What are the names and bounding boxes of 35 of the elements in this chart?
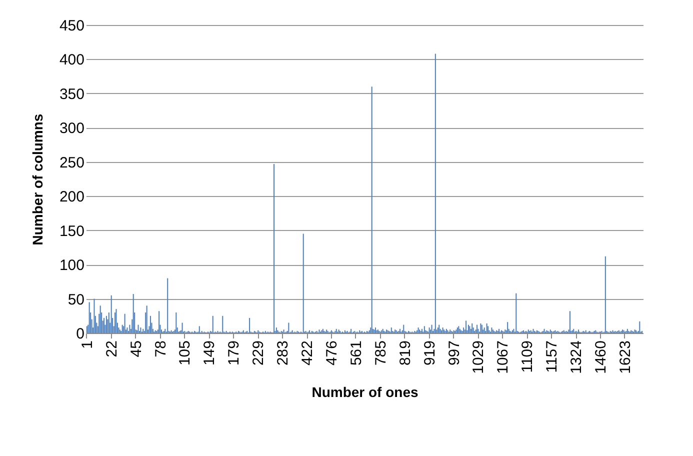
y-tick-label: 450 (59, 18, 84, 34)
x-tick-label: 1623 (616, 340, 634, 374)
x-tick-label: 229 (250, 340, 268, 366)
y-tick-label: 300 (59, 120, 84, 138)
x-tick-label: 1460 (592, 340, 610, 374)
x-tick-label: 919 (421, 340, 438, 366)
x-tick-label: 1109 (519, 340, 536, 373)
x-tick-label: 283 (274, 340, 292, 366)
x-tick-label: 1067 (494, 340, 512, 374)
x-tick-label: 22 (103, 340, 120, 358)
x-tick-label: 1 (78, 340, 96, 349)
x-tick-label: 422 (299, 340, 316, 366)
x-tick-label: 785 (372, 340, 390, 366)
x-tick-label: 997 (446, 340, 463, 366)
y-tick-label: 150 (59, 222, 84, 240)
x-tick-label: 1157 (544, 340, 561, 373)
y-tick-label: 100 (59, 257, 84, 274)
y-axis-title: Number of columns (29, 114, 46, 246)
x-tick-label: 105 (176, 340, 194, 366)
x-tick-label: 819 (396, 340, 414, 366)
y-tick-label: 0 (76, 326, 84, 342)
y-tick-label: 250 (59, 154, 84, 172)
x-tick-label: 476 (323, 340, 340, 366)
x-tick-label: 179 (226, 340, 243, 366)
x-axis-title: Number of ones (312, 384, 418, 400)
y-tick-label: 400 (59, 52, 84, 69)
x-tick-label: 1324 (568, 340, 586, 374)
x-tick-label: 1029 (470, 340, 488, 374)
y-tick-label: 350 (59, 86, 84, 103)
x-tick-label: 149 (201, 340, 218, 366)
y-tick-label: 200 (59, 188, 84, 206)
x-tick-label: 45 (128, 340, 145, 358)
x-tick-label: 78 (152, 340, 170, 358)
x-tick-label: 561 (348, 340, 365, 366)
y-tick-label: 50 (68, 291, 84, 308)
